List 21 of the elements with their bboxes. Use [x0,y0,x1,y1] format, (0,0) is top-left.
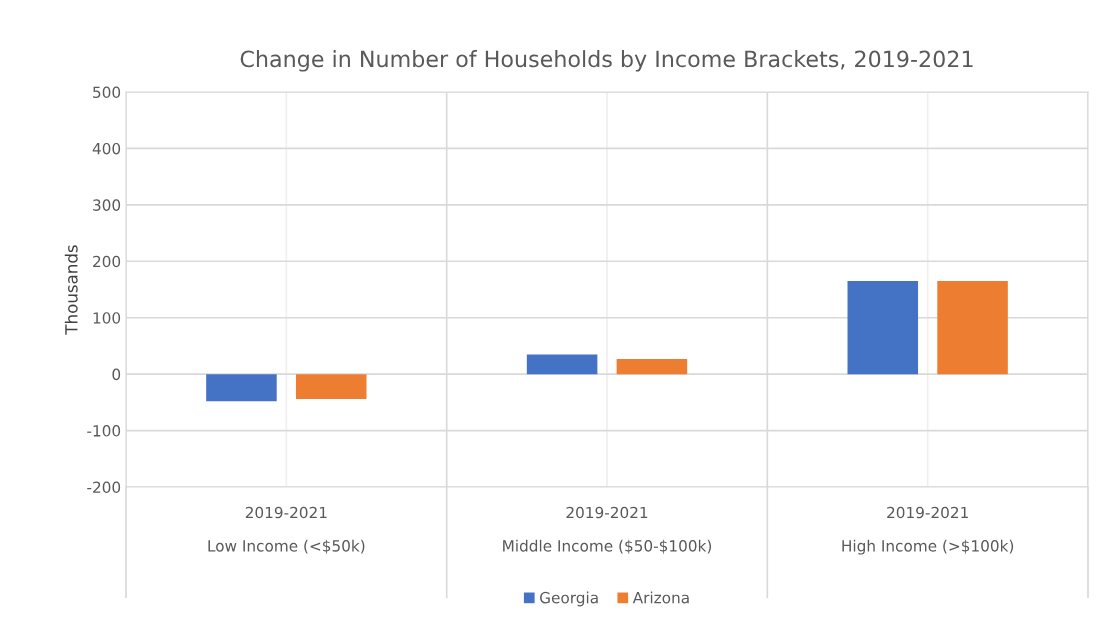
y-tick-label: 0 [112,368,121,381]
y-tick-label: 400 [92,142,121,155]
category-label: 2019-2021 Low Income (<$50k) [208,506,365,554]
bar [937,281,1008,375]
bar [295,374,367,399]
bar [847,281,919,375]
bar [206,374,277,402]
y-tick-label: -200 [87,481,121,494]
category-label: 2019-2021 High Income (>$100k) [842,506,1014,555]
legend-label: Georgia [540,591,598,607]
y-tick-label: 300 [93,199,121,211]
y-tick-label: 200 [93,255,121,268]
chart-title: Change in Number of Households by Income Brackets, 2019-2021 [240,50,973,72]
legend-label: Arizona [632,591,689,604]
y-tick-label: -100 [87,425,121,437]
bar [616,358,688,375]
y-tick-label: 500 [93,86,121,99]
bar [526,354,598,375]
y-tick-label: 100 [93,312,121,324]
category-label: 2019-2021 Middle Income ($50-$100k) [503,506,712,554]
y-axis-title: Thousands [64,245,78,335]
